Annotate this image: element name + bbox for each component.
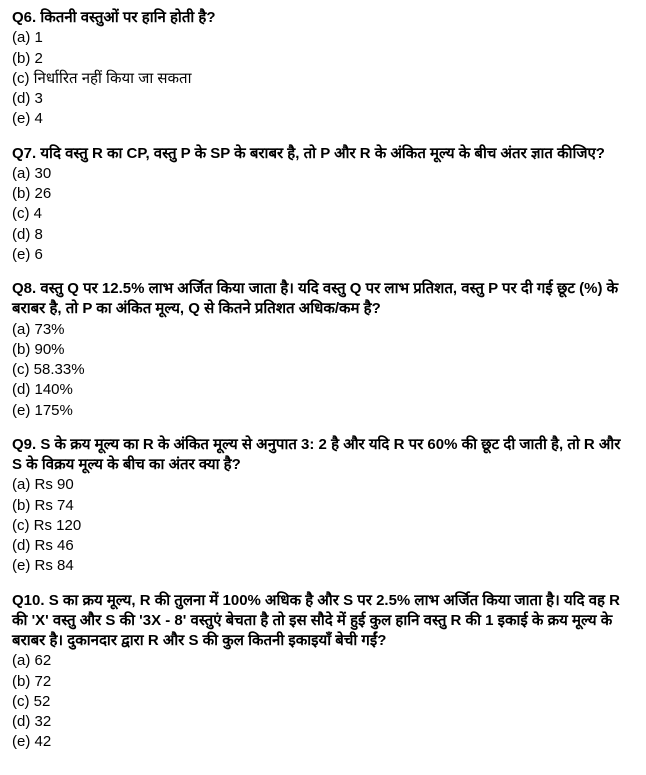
option-e: (e) 42	[12, 732, 634, 752]
option-e: (e) 175%	[12, 401, 634, 421]
question-body: वस्तु Q पर 12.5% लाभ अर्जित किया जाता है…	[12, 280, 618, 317]
option-c: (c) Rs 120	[12, 516, 634, 536]
option-b: (b) 90%	[12, 340, 634, 360]
option-a: (a) Rs 90	[12, 475, 634, 495]
option-d: (d) 140%	[12, 380, 634, 400]
question-heading: Q10. S का क्रय मूल्य, R की तुलना में 100…	[12, 591, 634, 652]
option-b: (b) 2	[12, 49, 634, 69]
question-heading: Q8. वस्तु Q पर 12.5% लाभ अर्जित किया जात…	[12, 279, 634, 320]
option-c: (c) 52	[12, 692, 634, 712]
question-heading: Q9. S के क्रय मूल्य का R के अंकित मूल्य …	[12, 435, 634, 476]
question-number: Q9.	[12, 436, 36, 453]
option-b: (b) 26	[12, 184, 634, 204]
option-d: (d) 8	[12, 225, 634, 245]
option-c: (c) 4	[12, 204, 634, 224]
option-d: (d) 3	[12, 89, 634, 109]
question-body: यदि वस्तु R का CP, वस्तु P के SP के बराब…	[40, 145, 605, 162]
question-8: Q8. वस्तु Q पर 12.5% लाभ अर्जित किया जात…	[12, 279, 634, 421]
question-body: S का क्रय मूल्य, R की तुलना में 100% अधि…	[12, 592, 620, 650]
option-c: (c) 58.33%	[12, 360, 634, 380]
option-e: (e) 4	[12, 109, 634, 129]
option-d: (d) 32	[12, 712, 634, 732]
option-a: (a) 73%	[12, 320, 634, 340]
question-7: Q7. यदि वस्तु R का CP, वस्तु P के SP के …	[12, 144, 634, 266]
question-number: Q7.	[12, 145, 36, 162]
option-e: (e) 6	[12, 245, 634, 265]
option-e: (e) Rs 84	[12, 556, 634, 576]
question-heading: Q7. यदि वस्तु R का CP, वस्तु P के SP के …	[12, 144, 634, 164]
option-b: (b) Rs 74	[12, 496, 634, 516]
option-c: (c) निर्धारित नहीं किया जा सकता	[12, 69, 634, 89]
question-body: कितनी वस्तुओं पर हानि होती है?	[40, 9, 215, 26]
question-number: Q10.	[12, 592, 45, 609]
option-b: (b) 72	[12, 672, 634, 692]
option-a: (a) 30	[12, 164, 634, 184]
option-d: (d) Rs 46	[12, 536, 634, 556]
question-heading: Q6. कितनी वस्तुओं पर हानि होती है?	[12, 8, 634, 28]
option-a: (a) 1	[12, 28, 634, 48]
question-10: Q10. S का क्रय मूल्य, R की तुलना में 100…	[12, 591, 634, 753]
option-a: (a) 62	[12, 651, 634, 671]
question-body: S के क्रय मूल्य का R के अंकित मूल्य से अ…	[12, 436, 620, 473]
question-6: Q6. कितनी वस्तुओं पर हानि होती है? (a) 1…	[12, 8, 634, 130]
question-9: Q9. S के क्रय मूल्य का R के अंकित मूल्य …	[12, 435, 634, 577]
question-number: Q6.	[12, 9, 36, 26]
question-number: Q8.	[12, 280, 36, 297]
